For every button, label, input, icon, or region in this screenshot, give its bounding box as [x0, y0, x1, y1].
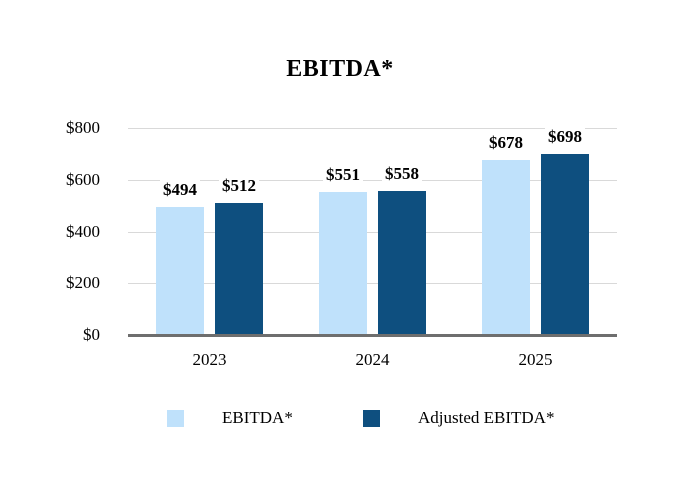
bar-ebitda--2023	[156, 207, 204, 335]
legend-label: EBITDA*	[222, 408, 293, 427]
bar-adjusted-ebitda--2025	[541, 154, 589, 335]
bar-adjusted-ebitda--2023	[215, 202, 263, 335]
gridline	[128, 128, 617, 129]
x-axis-label: 2023	[192, 350, 227, 369]
legend-item: Adjusted EBITDA*	[363, 408, 554, 428]
y-tick-label: $0	[83, 325, 100, 344]
bar-value-label: $698	[545, 127, 585, 148]
chart-title: EBITDA*	[286, 56, 394, 82]
legend-swatch-dark	[363, 409, 380, 427]
bar-value-label: $558	[382, 163, 422, 184]
y-tick-label: $400	[66, 221, 100, 241]
legend-label: Adjusted EBITDA*	[418, 408, 555, 427]
legend-swatch-light	[167, 409, 184, 427]
bar-value-label: $678	[486, 132, 526, 153]
gridline	[128, 231, 617, 233]
bar-adjusted-ebitda--2024	[378, 190, 426, 335]
bar-ebitda--2025	[482, 159, 530, 335]
x-axis-label: 2024	[355, 350, 390, 369]
bar-value-label: $551	[323, 165, 363, 186]
x-axis-label: 2025	[518, 350, 553, 369]
legend-item: EBITDA*	[167, 408, 293, 428]
bar-ebitda--2024	[319, 192, 367, 335]
gridline	[128, 179, 617, 181]
bar-value-label: $494	[160, 180, 200, 201]
bar-value-label: $512	[219, 175, 259, 196]
y-tick-label: $200	[66, 273, 100, 293]
y-tick-label: $800	[66, 118, 100, 137]
x-axis-line	[128, 334, 617, 337]
gridline	[128, 283, 617, 285]
y-tick-label: $600	[66, 169, 100, 189]
